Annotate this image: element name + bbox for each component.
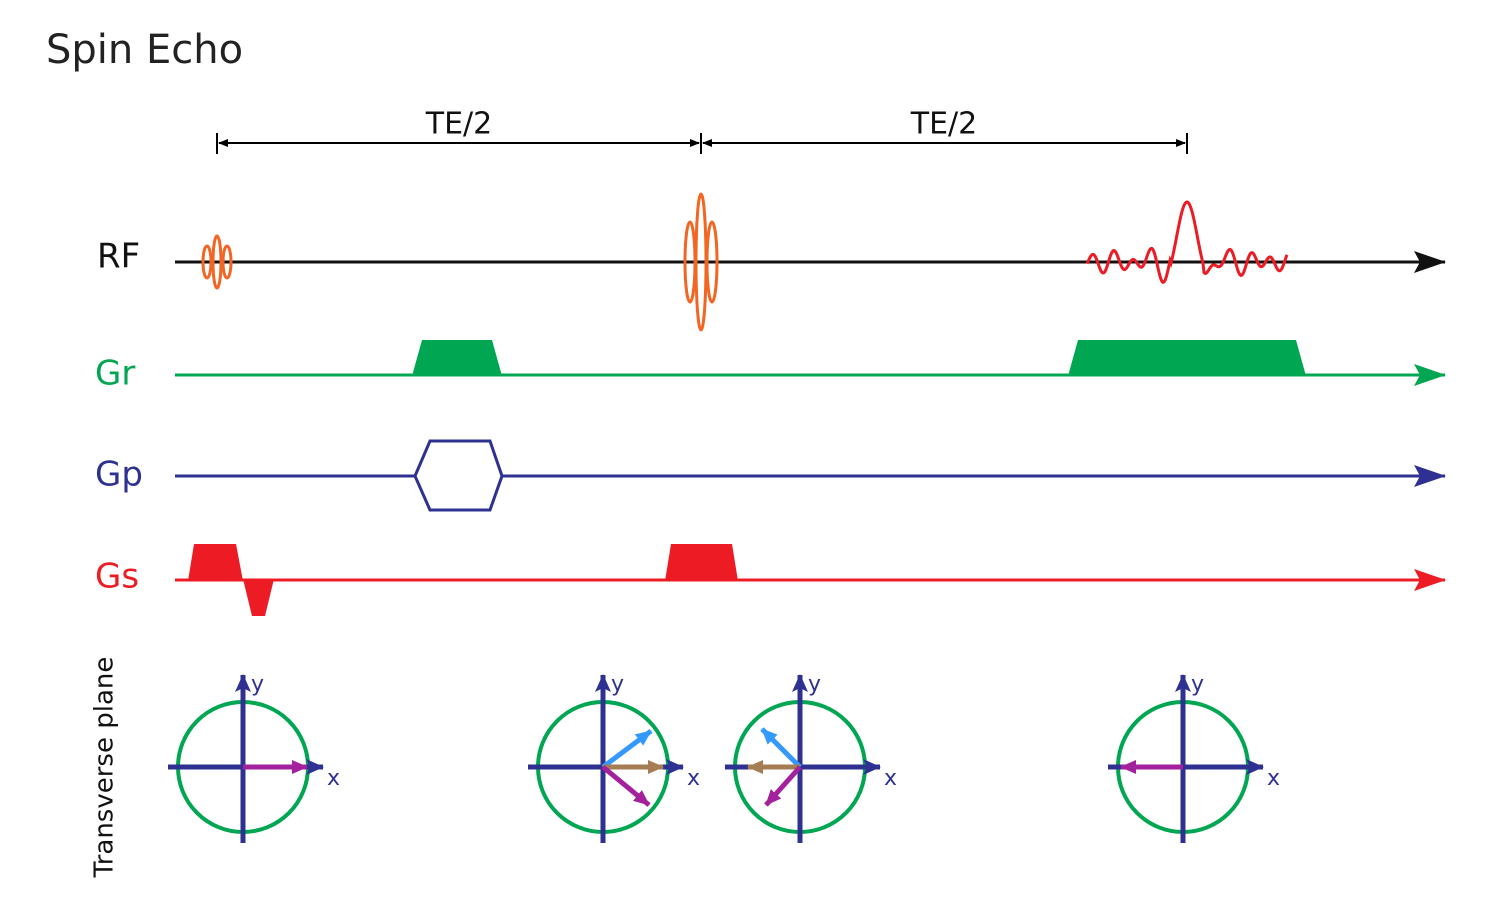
magnetization-vector bbox=[601, 729, 653, 769]
side-label: Transverse plane bbox=[90, 657, 120, 879]
magnetization-vector bbox=[764, 765, 802, 807]
x-axis-label: x bbox=[884, 766, 897, 791]
y-axis-label: y bbox=[1191, 672, 1204, 697]
phase-diagrams: x y x y x y x y bbox=[168, 672, 1280, 843]
y-axis-label: y bbox=[611, 672, 624, 697]
channel-label: Gs bbox=[95, 557, 139, 597]
magnetization-vector bbox=[601, 765, 651, 807]
title: Spin Echo bbox=[46, 27, 243, 73]
channel-label: Gr bbox=[95, 354, 135, 394]
echo-signal bbox=[1085, 200, 1289, 284]
x-axis-label: x bbox=[1267, 766, 1280, 791]
y-axis-label: y bbox=[808, 672, 821, 697]
interval-label: TE/2 bbox=[425, 107, 492, 142]
x-axis-label: x bbox=[327, 766, 340, 791]
interval-lines bbox=[216, 133, 1188, 154]
x-axis-label: x bbox=[687, 766, 700, 791]
rf-pulses bbox=[201, 192, 719, 332]
channel-label: RF bbox=[97, 237, 140, 277]
channel-label: Gp bbox=[95, 455, 143, 495]
interval-label: TE/2 bbox=[910, 107, 977, 142]
gp-lobe bbox=[413, 439, 504, 512]
gs-lobes bbox=[188, 544, 738, 616]
magnetization-vector bbox=[760, 727, 802, 769]
y-axis-label: y bbox=[251, 672, 264, 697]
gr-lobes bbox=[412, 340, 1306, 376]
